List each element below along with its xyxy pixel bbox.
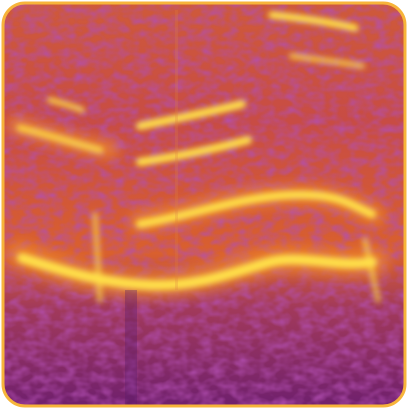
image-border [1,1,407,408]
image-content [3,3,405,406]
spectrogram-image [1,1,407,408]
